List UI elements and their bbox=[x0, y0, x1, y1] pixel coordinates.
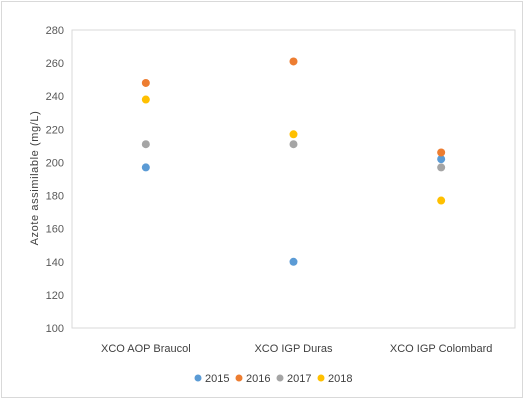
y-tick-label: 120 bbox=[46, 290, 64, 302]
legend-marker bbox=[276, 374, 284, 382]
y-tick-label: 280 bbox=[46, 25, 64, 37]
data-point-2018 bbox=[141, 95, 150, 104]
data-point-2017 bbox=[437, 163, 446, 172]
y-tick-label: 140 bbox=[46, 257, 64, 269]
y-tick-label: 100 bbox=[46, 323, 64, 335]
legend-marker bbox=[235, 374, 243, 382]
legend-label: 2016 bbox=[246, 373, 270, 385]
data-point-2017 bbox=[141, 140, 150, 149]
x-category-label: XCO AOP Braucol bbox=[101, 343, 191, 355]
data-point-2015 bbox=[289, 257, 298, 266]
data-point-2015 bbox=[141, 163, 150, 172]
legend-marker bbox=[194, 374, 202, 382]
y-tick-label: 160 bbox=[46, 224, 64, 236]
legend-marker bbox=[317, 374, 325, 382]
legend-label: 2017 bbox=[287, 373, 311, 385]
data-point-2016 bbox=[141, 78, 150, 87]
y-tick-label: 260 bbox=[46, 58, 64, 70]
data-point-2016 bbox=[437, 148, 446, 157]
data-point-2017 bbox=[289, 140, 298, 149]
y-axis-label: Azote assimilable (mg/L) bbox=[29, 111, 41, 246]
y-tick-label: 220 bbox=[46, 124, 64, 136]
x-category-label: XCO IGP Duras bbox=[254, 343, 333, 355]
y-tick-label: 200 bbox=[46, 157, 64, 169]
y-tick-label: 180 bbox=[46, 191, 64, 203]
data-point-2015 bbox=[437, 155, 446, 164]
legend-label: 2015 bbox=[205, 373, 229, 385]
legend-label: 2018 bbox=[328, 373, 352, 385]
data-point-2018 bbox=[437, 196, 446, 205]
data-point-2016 bbox=[289, 57, 298, 66]
data-point-2018 bbox=[289, 130, 298, 139]
plot-area bbox=[71, 29, 516, 329]
y-tick-label: 240 bbox=[46, 91, 64, 103]
x-category-label: XCO IGP Colombard bbox=[390, 343, 493, 355]
